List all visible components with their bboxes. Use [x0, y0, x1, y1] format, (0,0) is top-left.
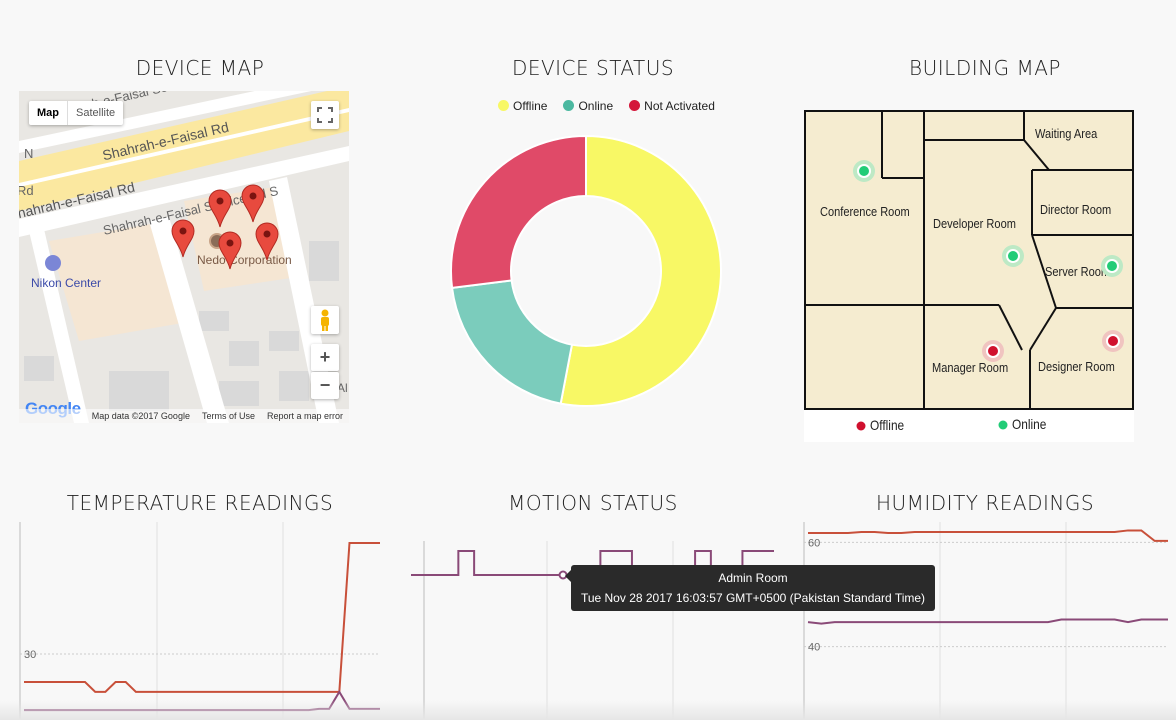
motion-chart[interactable]	[400, 520, 792, 720]
map-marker-icon[interactable]	[255, 222, 279, 261]
donut-slice-not-activated[interactable]	[450, 134, 587, 290]
sensor-online-server[interactable]	[1101, 255, 1123, 277]
room-label-server: Server Room	[1045, 264, 1111, 279]
fullscreen-icon	[317, 107, 333, 123]
y-tick-label: 30	[24, 649, 36, 661]
map-marker-icon[interactable]	[171, 219, 195, 258]
device-status-legend: Offline Online Not Activated	[498, 99, 715, 113]
zoom-out-button[interactable]: −	[311, 372, 339, 399]
map-markers	[171, 184, 279, 270]
legend-dot-icon	[629, 100, 641, 111]
nikon-center-icon	[45, 255, 61, 271]
series-line-0[interactable]	[808, 529, 1168, 542]
map-marker-icon[interactable]	[218, 231, 242, 270]
room-label-designer: Designer Room	[1038, 359, 1115, 374]
legend-online-dot-icon	[998, 420, 1008, 430]
building-legend-offline: Offline	[870, 417, 905, 433]
map-type-satellite-button[interactable]: Satellite	[67, 101, 123, 125]
fullscreen-button[interactable]	[311, 101, 339, 129]
y-tick-label: 60	[808, 537, 820, 549]
motion-title: MOTION STATUS	[508, 491, 678, 515]
map-report-link[interactable]: Report a map error	[266, 411, 343, 421]
map-data-credit: Map data ©2017 Google	[91, 411, 190, 421]
building-map-title: BUILDING MAP	[909, 56, 1061, 80]
building-map: Waiting Area Conference Room Developer R…	[804, 110, 1134, 442]
device-map[interactable]: Shahrah-e-Faisal Service Rd Shahrah-e-Fa…	[19, 91, 349, 423]
map-type-map-button[interactable]: Map	[37, 107, 59, 119]
road-label-al: Al	[337, 381, 348, 395]
room-label-director: Director Room	[1040, 202, 1112, 217]
legend-item-not-activated[interactable]: Not Activated	[629, 99, 715, 113]
legend-label: Offline	[513, 99, 548, 113]
series-line-0[interactable]	[24, 541, 380, 693]
room-label-manager: Manager Room	[932, 360, 1009, 375]
device-status-donut-chart[interactable]	[440, 125, 732, 417]
road-label-rd: Rd	[19, 183, 34, 198]
building-sensors	[853, 160, 1124, 431]
legend-offline-dot-icon	[856, 421, 866, 431]
map-footer: Map data ©2017 Google Terms of Use Repor…	[19, 409, 349, 423]
tooltip-series-name: Admin Room	[718, 571, 788, 585]
legend-dot-icon	[498, 100, 509, 111]
legend-item-online[interactable]: Online	[563, 99, 613, 113]
y-tick-label: 40	[808, 642, 820, 654]
legend-label: Not Activated	[644, 99, 715, 113]
zoom-in-button[interactable]: +	[311, 344, 339, 371]
legend-dot-icon	[563, 100, 575, 111]
building-floorplan	[804, 110, 1134, 410]
device-status-title: DEVICE STATUS	[511, 56, 675, 80]
donut-slice-online[interactable]	[450, 279, 574, 405]
building-legend-online: Online	[1012, 416, 1047, 432]
humidity-title: HUMIDITY READINGS	[875, 491, 1095, 515]
page-bottom-edge	[0, 700, 1176, 720]
map-type-control[interactable]: Map Satellite	[29, 101, 124, 125]
pegman-icon	[321, 309, 329, 331]
sensor-online-conference[interactable]	[853, 160, 875, 182]
place-label-nikon[interactable]: Nikon Center	[31, 276, 102, 290]
road-label-n: N	[24, 146, 34, 161]
temperature-chart[interactable]: 30	[0, 520, 392, 720]
sensor-online-developer[interactable]	[1002, 245, 1024, 267]
room-label-developer: Developer Room	[933, 216, 1016, 231]
series-line-1[interactable]	[807, 618, 1168, 625]
legend-item-offline[interactable]: Offline	[498, 99, 547, 113]
device-map-title: DEVICE MAP	[135, 56, 265, 80]
sensor-offline-manager[interactable]	[982, 340, 1004, 362]
sensor-offline-designer[interactable]	[1102, 330, 1124, 352]
legend-label: Online	[578, 99, 614, 113]
tooltip-timestamp: Tue Nov 28 2017 16:03:57 GMT+0500 (Pakis…	[580, 591, 926, 605]
temperature-title: TEMPERATURE READINGS	[66, 491, 334, 515]
room-label-waiting: Waiting Area	[1035, 126, 1098, 141]
map-marker-icon[interactable]	[208, 189, 232, 228]
map-terms-link[interactable]: Terms of Use	[201, 411, 255, 421]
room-label-conference: Conference Room	[820, 204, 910, 219]
street-view-button[interactable]	[311, 306, 339, 334]
motion-tooltip: Admin Room Tue Nov 28 2017 16:03:57 GMT+…	[565, 565, 935, 611]
humidity-chart[interactable]: 40 60	[796, 520, 1176, 720]
map-marker-icon[interactable]	[241, 184, 265, 223]
donut-slice-offline[interactable]	[559, 134, 722, 407]
